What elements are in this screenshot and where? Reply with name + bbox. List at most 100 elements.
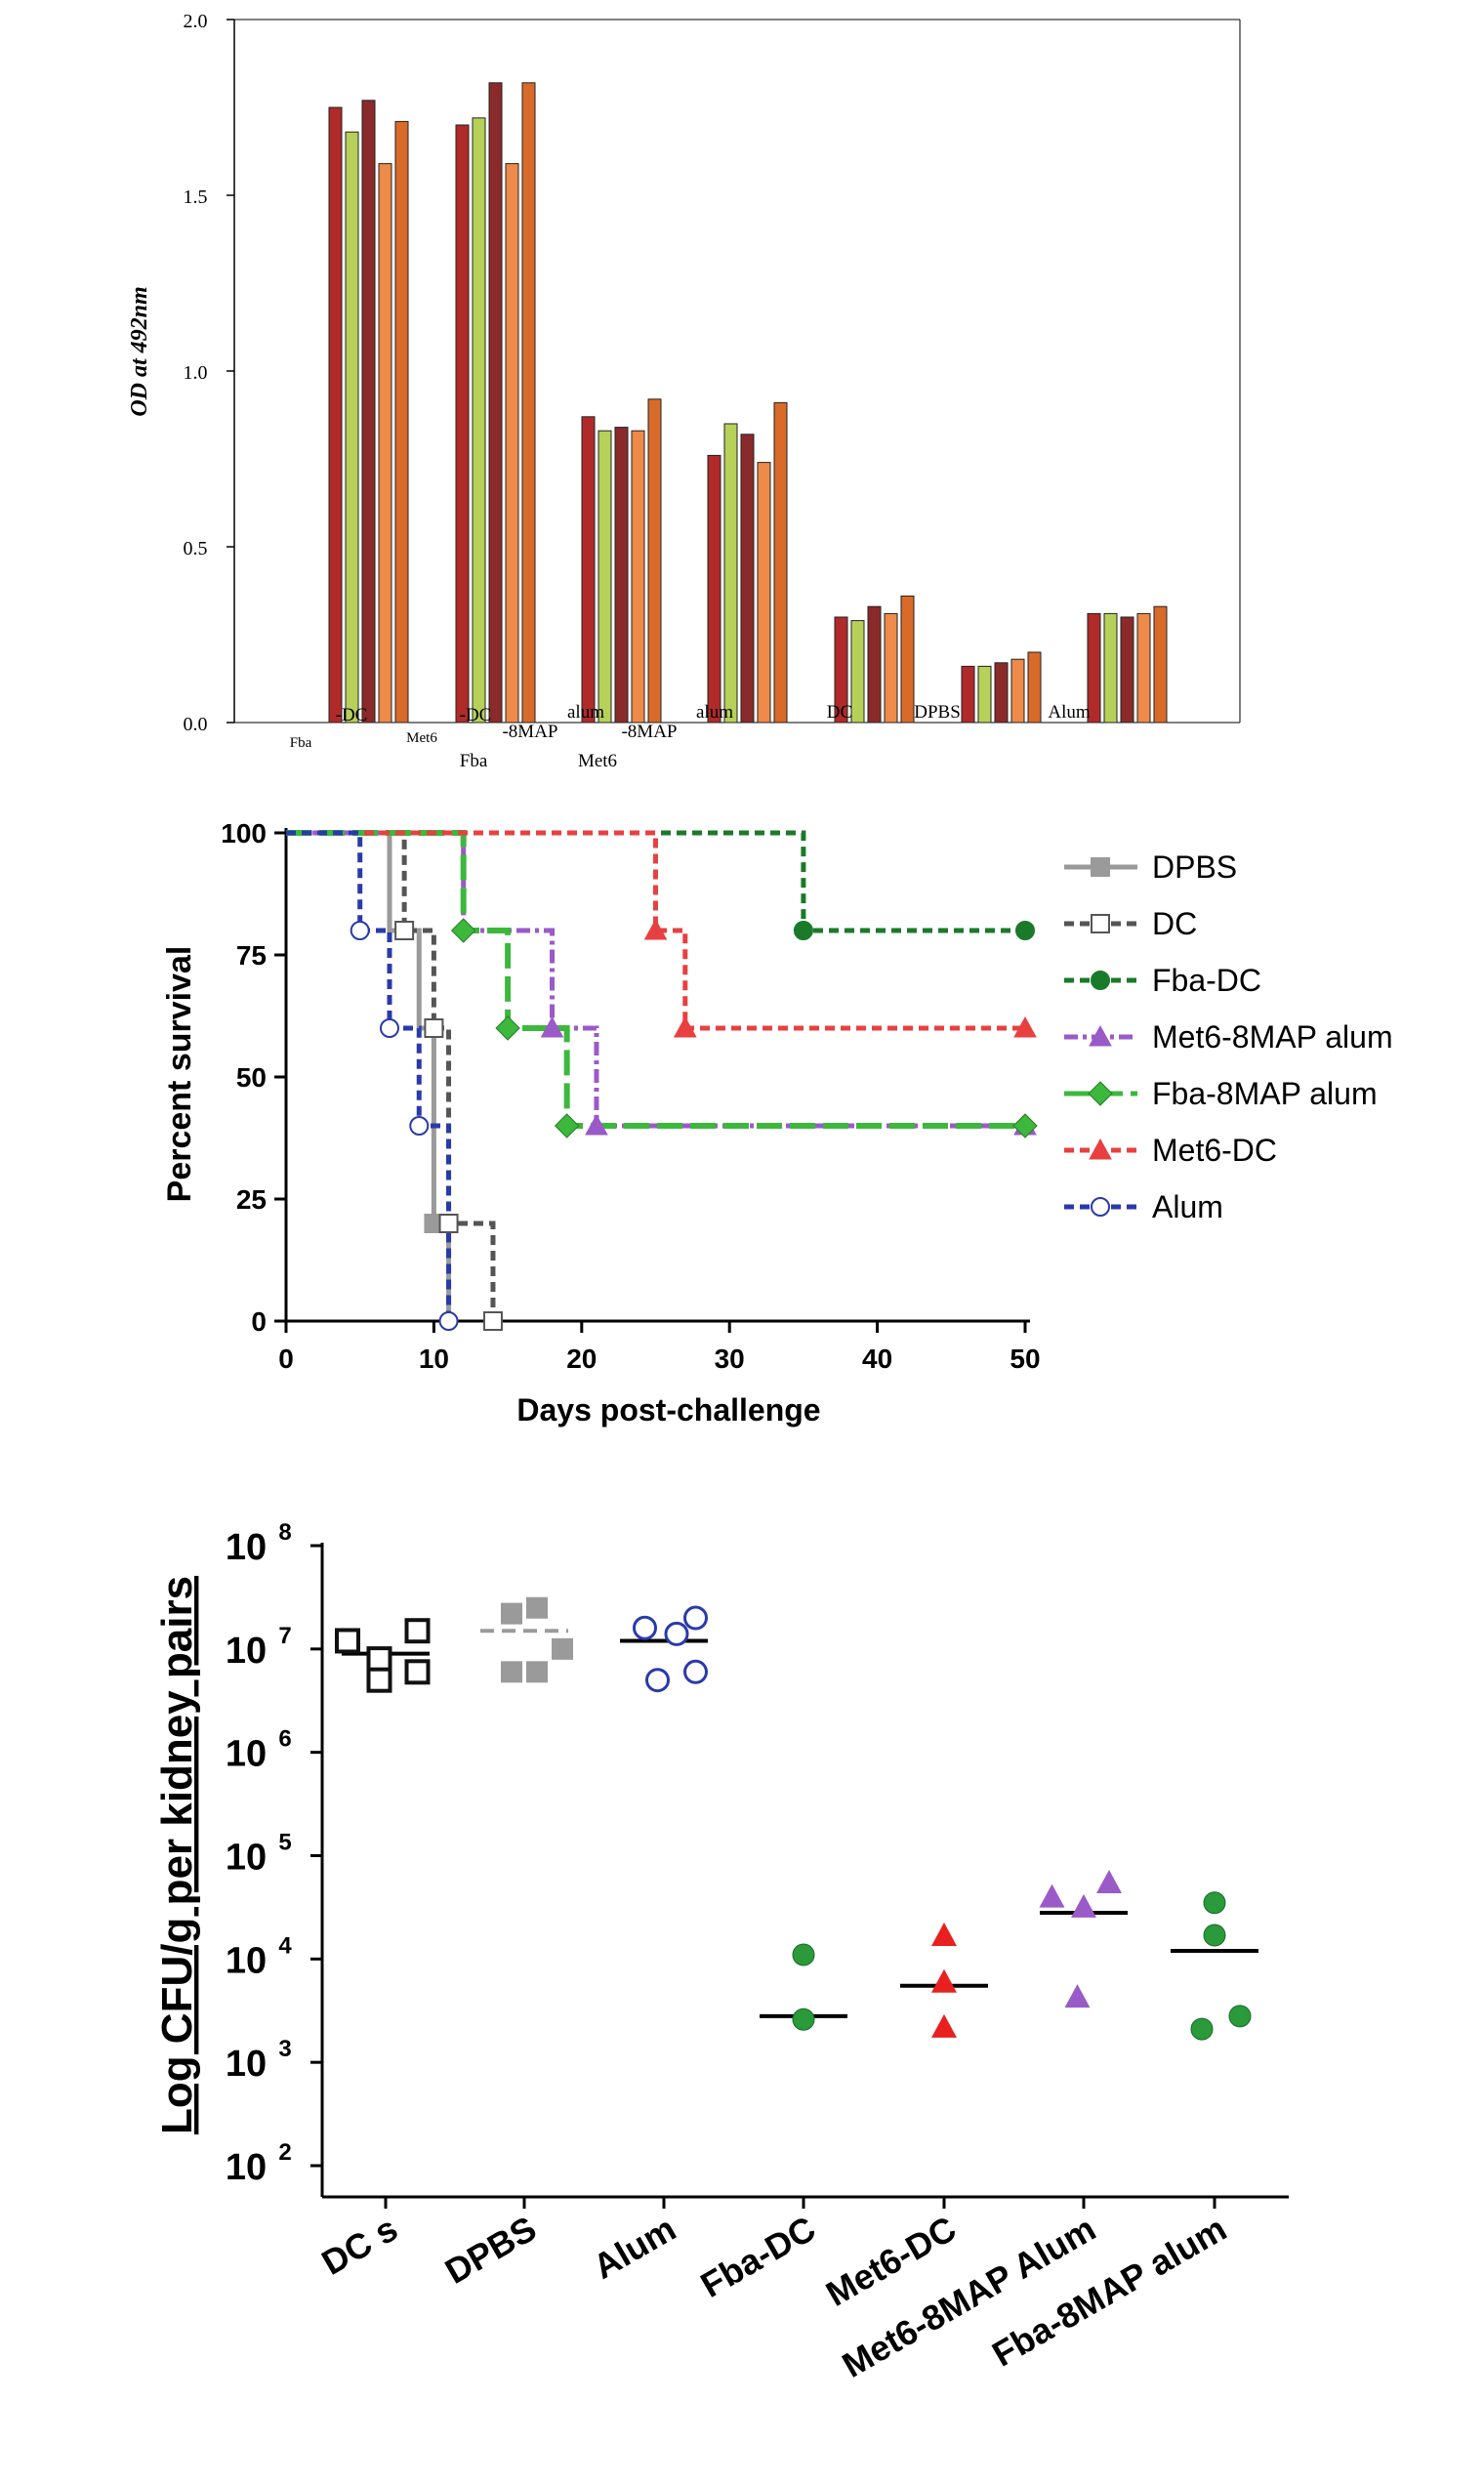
legend-label: Alum — [1152, 1189, 1223, 1224]
od-category-label: alum — [696, 702, 733, 723]
od-y-tick-label: 0.0 — [184, 714, 208, 735]
od-bar — [647, 398, 662, 724]
od-bar — [378, 163, 392, 724]
survival-x-tick-label: 40 — [862, 1344, 892, 1374]
od-category-label: Alum — [1048, 702, 1091, 723]
od-bar — [614, 427, 629, 724]
survival-line — [286, 830, 1025, 1129]
od-bar — [472, 117, 486, 724]
survival-marker — [1091, 971, 1110, 990]
cfu-category-label: Fba-DC — [694, 2208, 822, 2305]
od-bar — [631, 430, 645, 724]
od-bar — [1136, 612, 1151, 724]
cfu-point — [526, 1596, 548, 1619]
od-bar — [977, 665, 992, 724]
cfu-point — [501, 1602, 522, 1625]
survival-marker — [1089, 1138, 1112, 1160]
cfu-point — [1039, 1883, 1065, 1908]
survival-y-tick-label: 50 — [236, 1062, 267, 1093]
od-bar — [455, 124, 470, 724]
survival-marker — [438, 1311, 459, 1331]
od-bar — [850, 620, 865, 724]
od-bar — [740, 434, 755, 724]
survival-marker — [1089, 1024, 1112, 1047]
cfu-point — [526, 1661, 548, 1683]
survival-x-tick-label: 50 — [1010, 1344, 1040, 1374]
cfu-point — [501, 1661, 522, 1683]
cfu-y-tick-exponent: 8 — [278, 1519, 291, 1546]
survival-marker — [1015, 921, 1035, 940]
od-category-label: DPBS — [914, 702, 961, 723]
cfu-category-label: DPBS — [438, 2208, 543, 2292]
cfu-point — [931, 1922, 957, 1946]
cfu-point — [1228, 2005, 1252, 2028]
cfu-point — [1203, 1924, 1226, 1947]
od-bar — [707, 454, 721, 724]
od-bar — [1027, 651, 1042, 724]
legend-label: Fba-8MAP alum — [1152, 1076, 1378, 1111]
od-category-label: -8MAP — [621, 722, 677, 742]
cfu-category-label: DC s — [314, 2208, 404, 2283]
cfu-point — [1096, 1869, 1122, 1893]
survival-y-tick-label: 0 — [251, 1306, 267, 1337]
survival-line — [286, 830, 452, 1321]
survival-line — [286, 830, 1025, 1129]
survival-marker — [554, 1113, 580, 1138]
cfu-y-tick-base: 10 — [226, 1734, 267, 1775]
cfu-y-tick-base: 10 — [226, 1838, 267, 1879]
survival-marker — [438, 1214, 459, 1233]
legend-label: DPBS — [1152, 849, 1237, 885]
od-bar — [900, 595, 915, 724]
survival-y-tick-label: 100 — [221, 818, 267, 848]
cfu-point — [792, 2007, 815, 2031]
cfu-point — [404, 1659, 431, 1685]
survival-line — [286, 830, 452, 1321]
cfu-category-label: Alum — [587, 2208, 682, 2287]
od-category-label: Met6 — [406, 730, 437, 746]
legend-label: Fba-DC — [1152, 963, 1261, 998]
od-category-label: -DC — [336, 705, 368, 725]
od-bar — [723, 423, 738, 724]
cfu-y-tick-exponent: 6 — [278, 1726, 291, 1753]
od-bar — [1103, 612, 1118, 724]
od-bar — [345, 131, 359, 724]
od-bar — [598, 430, 612, 724]
cfu-y-tick-exponent: 5 — [278, 1830, 291, 1856]
od-y-tick-label: 0.5 — [184, 538, 208, 559]
survival-marker — [450, 918, 476, 943]
survival-marker — [1091, 857, 1110, 877]
cfu-point — [645, 1668, 670, 1693]
cfu-point — [335, 1628, 360, 1654]
survival-marker — [673, 1015, 697, 1038]
cfu-y-tick-base: 10 — [226, 1631, 267, 1672]
cfu-point — [366, 1667, 392, 1693]
od-bar — [361, 100, 376, 724]
survival-y-tick-label: 75 — [236, 940, 267, 971]
survival-marker — [585, 1113, 608, 1136]
cfu-point — [792, 1943, 815, 1966]
survival-x-tick-label: 30 — [715, 1344, 745, 1374]
od-bar — [505, 163, 519, 724]
cfu-y-tick-base: 10 — [226, 2044, 267, 2085]
survival-marker — [394, 921, 415, 940]
cfu-category-label: Fba-8MAP alum — [985, 2208, 1233, 2374]
od-y-tick-label: 2.0 — [184, 11, 208, 32]
survival-marker — [350, 921, 370, 940]
survival-x-axis-label: Days post-challenge — [516, 1392, 820, 1428]
od-bar — [581, 416, 596, 724]
od-category-label: -8MAP — [502, 722, 557, 742]
legend-label: Met6-8MAP alum — [1152, 1019, 1393, 1055]
survival-marker — [495, 1015, 520, 1041]
cfu-point — [683, 1605, 708, 1631]
survival-marker — [540, 1015, 564, 1038]
cfu-y-tick-exponent: 4 — [278, 1932, 292, 1959]
od-bar — [834, 616, 848, 724]
od-bar — [1153, 605, 1168, 724]
od-category-label: Fba — [460, 751, 488, 771]
survival-marker — [1091, 914, 1110, 933]
od-bar — [394, 120, 409, 724]
cfu-y-axis-label: Log CFU/g per kidney pairs — [153, 1576, 201, 2134]
cfu-point — [683, 1659, 708, 1684]
od-category-label: DC — [827, 702, 852, 723]
cfu-point — [1064, 1984, 1091, 2008]
